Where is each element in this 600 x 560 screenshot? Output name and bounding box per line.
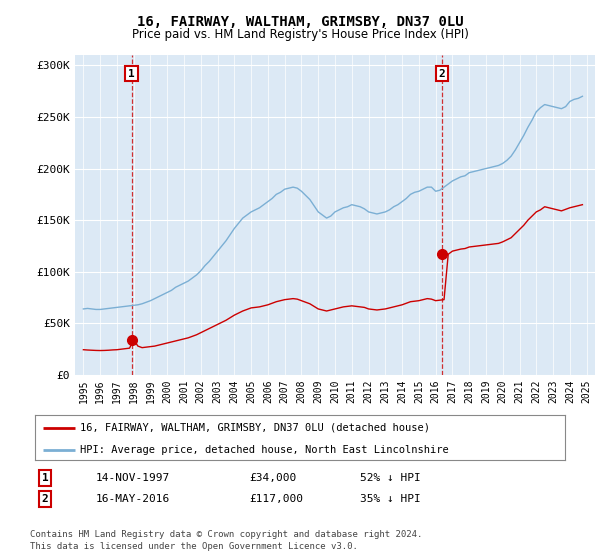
- Text: 14-NOV-1997: 14-NOV-1997: [96, 473, 170, 483]
- Text: HPI: Average price, detached house, North East Lincolnshire: HPI: Average price, detached house, Nort…: [80, 445, 449, 455]
- Text: 1: 1: [128, 68, 135, 78]
- Text: 16, FAIRWAY, WALTHAM, GRIMSBY, DN37 0LU (detached house): 16, FAIRWAY, WALTHAM, GRIMSBY, DN37 0LU …: [80, 423, 430, 432]
- Text: 16, FAIRWAY, WALTHAM, GRIMSBY, DN37 0LU: 16, FAIRWAY, WALTHAM, GRIMSBY, DN37 0LU: [137, 15, 463, 29]
- Text: 35% ↓ HPI: 35% ↓ HPI: [360, 494, 421, 504]
- Text: 52% ↓ HPI: 52% ↓ HPI: [360, 473, 421, 483]
- Text: £117,000: £117,000: [249, 494, 303, 504]
- Text: 1: 1: [41, 473, 49, 483]
- Text: Contains HM Land Registry data © Crown copyright and database right 2024.
This d: Contains HM Land Registry data © Crown c…: [30, 530, 422, 550]
- Text: 2: 2: [439, 68, 445, 78]
- Text: £34,000: £34,000: [249, 473, 296, 483]
- Text: Price paid vs. HM Land Registry's House Price Index (HPI): Price paid vs. HM Land Registry's House …: [131, 28, 469, 41]
- Text: 16-MAY-2016: 16-MAY-2016: [96, 494, 170, 504]
- Text: 2: 2: [41, 494, 49, 504]
